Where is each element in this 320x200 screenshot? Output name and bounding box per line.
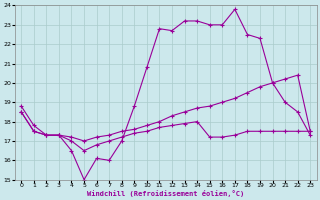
- X-axis label: Windchill (Refroidissement éolien,°C): Windchill (Refroidissement éolien,°C): [87, 190, 244, 197]
